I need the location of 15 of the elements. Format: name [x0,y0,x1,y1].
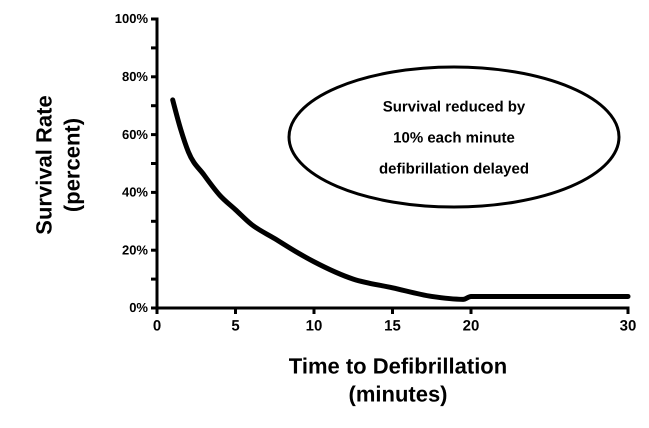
x-tick-label: 0 [152,318,162,334]
x-tick-label: 30 [620,318,636,334]
x-tick-label: 20 [462,318,480,334]
y-tick-label: 60% [122,126,148,142]
y-tick-label: 40% [122,184,148,200]
y-tick-label: 100% [114,11,148,26]
x-tick-label: 15 [384,318,401,334]
y-tick-label: 80% [122,68,148,84]
x-tick-label: 10 [306,318,322,334]
y-tick-label: 20% [122,242,148,258]
x-tick-label: 5 [231,318,240,334]
annotation: Survival reduced by 10% each minute defibrillation delayed [378,98,530,178]
y-tick-label: 0% [129,300,148,316]
x-axis-title: Time to Defibrillation (minutes) [288,354,508,407]
y-axis-title: Survival Rate (percent) [32,95,85,235]
